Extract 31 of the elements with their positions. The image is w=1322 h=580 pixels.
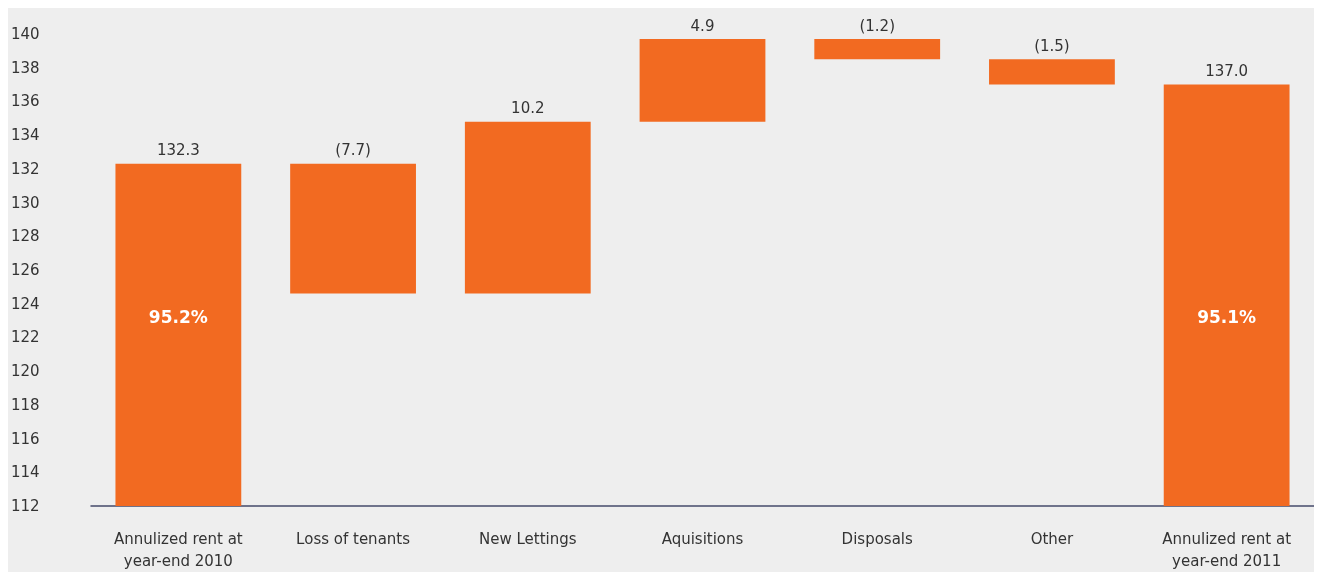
x-tick-label: Loss of tenants <box>296 530 411 548</box>
y-tick-label: 134 <box>11 126 40 145</box>
x-tick-label: Aquisitions <box>661 530 744 548</box>
data-label: 137.0 <box>1205 62 1249 81</box>
x-tick-label: New Lettings <box>478 530 577 548</box>
data-label: 10.2 <box>511 99 545 118</box>
y-tick-label: 138 <box>11 58 40 77</box>
y-tick-label: 136 <box>11 92 40 111</box>
y-tick-label: 112 <box>11 497 40 515</box>
y-tick-label: 116 <box>11 429 40 448</box>
x-tick-label: Other <box>1030 530 1075 548</box>
data-label: 4.9 <box>690 16 715 35</box>
x-tick-label: Annulized rent at year-end 2010 <box>113 530 243 570</box>
y-tick-label: 120 <box>11 362 40 381</box>
y-tick-label: 126 <box>11 261 40 279</box>
y-tick-label: 140 <box>11 25 40 43</box>
y-tick-label: 114 <box>11 463 40 482</box>
y-tick-label: 122 <box>11 328 40 347</box>
x-tick-label: Annulized rent at year-end 2011 <box>1162 530 1292 570</box>
annotation: 95.2% <box>148 307 208 328</box>
y-tick-label: 124 <box>11 294 40 313</box>
data-label: (1.2) <box>859 16 895 35</box>
annotation: 95.1% <box>1197 307 1257 328</box>
y-tick-label: 128 <box>11 227 40 246</box>
y-tick-label: 118 <box>11 395 40 414</box>
data-label: (1.5) <box>1034 36 1070 55</box>
data-label: 132.3 <box>156 141 200 160</box>
x-tick-label: Disposals <box>841 530 913 548</box>
y-tick-label: 130 <box>11 193 40 212</box>
y-tick-label: 132 <box>11 159 40 178</box>
data-label: (7.7) <box>335 141 371 160</box>
